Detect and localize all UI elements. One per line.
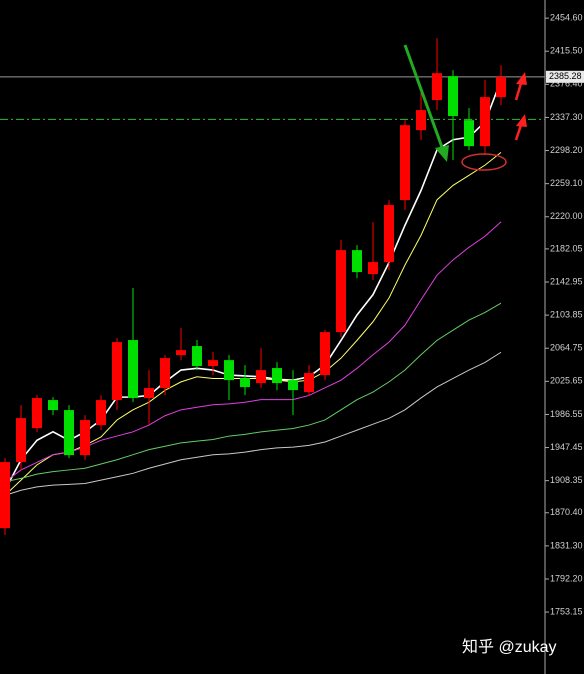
candle-body — [0, 462, 10, 529]
y-tick-label: 2182.05 — [550, 243, 583, 253]
candle-body — [320, 332, 330, 376]
annotation-arrow-head — [516, 114, 527, 127]
y-tick-label: 2337.30 — [550, 112, 583, 122]
candle-body — [272, 368, 282, 384]
candle-body — [496, 76, 506, 98]
candle-body — [352, 250, 362, 273]
y-tick-label: 1908.35 — [550, 475, 583, 485]
candle-body — [400, 125, 410, 201]
annotation-arrow-head — [435, 145, 449, 162]
y-tick-label: 2298.20 — [550, 145, 583, 155]
watermark: 知乎 @zukay — [462, 638, 557, 656]
candle-body — [336, 250, 346, 333]
annotation-arrow — [403, 44, 445, 151]
candle-body — [176, 350, 186, 356]
candle-body — [416, 110, 426, 131]
candle-body — [16, 418, 26, 463]
y-tick-label: 1870.40 — [550, 507, 583, 517]
candle-body — [256, 370, 266, 384]
moving-average — [4, 351, 502, 496]
candle-body — [128, 340, 138, 399]
candle-body — [48, 400, 58, 411]
y-tick-label: 1947.45 — [550, 442, 583, 452]
candle-body — [288, 380, 298, 391]
y-tick-label: 2220.00 — [550, 211, 583, 221]
candle-body — [64, 410, 74, 456]
candle-body — [32, 398, 42, 429]
candle-body — [144, 388, 154, 399]
y-tick-label: 2064.75 — [550, 343, 583, 353]
y-tick-label: 2259.10 — [550, 178, 583, 188]
price-label: 2385.28 — [549, 71, 582, 81]
candle-body — [368, 262, 378, 275]
candle-body — [224, 360, 234, 381]
candle-body — [464, 120, 474, 147]
candle-body — [192, 346, 202, 367]
candle-body — [112, 342, 122, 401]
y-tick-label: 1986.55 — [550, 409, 583, 419]
y-tick-label: 2103.85 — [550, 309, 583, 319]
y-tick-label: 1792.20 — [550, 573, 583, 583]
y-tick-label: 2142.95 — [550, 276, 583, 286]
candle-body — [448, 76, 458, 117]
candle-body — [240, 378, 250, 388]
y-tick-label: 1753.15 — [550, 606, 583, 616]
moving-average — [4, 302, 502, 483]
annotation-ellipse — [461, 153, 507, 171]
y-tick-label: 2415.50 — [550, 46, 583, 56]
candle-body — [160, 358, 170, 389]
y-tick-label: 2454.60 — [550, 12, 583, 22]
candle-body — [304, 373, 314, 393]
y-tick-label: 2376.40 — [550, 79, 583, 89]
candle-body — [432, 73, 442, 101]
y-tick-label: 1831.30 — [550, 540, 583, 550]
candle-body — [480, 97, 490, 147]
candle-body — [384, 205, 394, 263]
annotation-arrow-head — [516, 72, 527, 85]
price-label-box — [546, 70, 584, 83]
candle-body — [208, 360, 218, 367]
candle-body — [80, 420, 90, 456]
y-tick-label: 2025.65 — [550, 376, 583, 386]
candle-body — [96, 400, 106, 426]
